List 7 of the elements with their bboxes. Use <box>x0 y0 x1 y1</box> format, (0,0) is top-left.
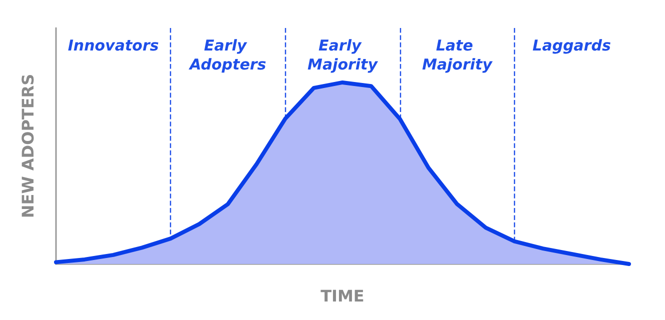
text: Innovators <box>68 36 159 54</box>
y-axis-title: NEW ADOPTERS <box>18 74 38 218</box>
text: Early Majority <box>308 36 379 74</box>
x-axis-title: TIME <box>320 286 364 306</box>
text: Late Majority <box>422 36 494 74</box>
text: Early Adopters <box>188 36 266 74</box>
text: Laggards <box>532 36 611 54</box>
